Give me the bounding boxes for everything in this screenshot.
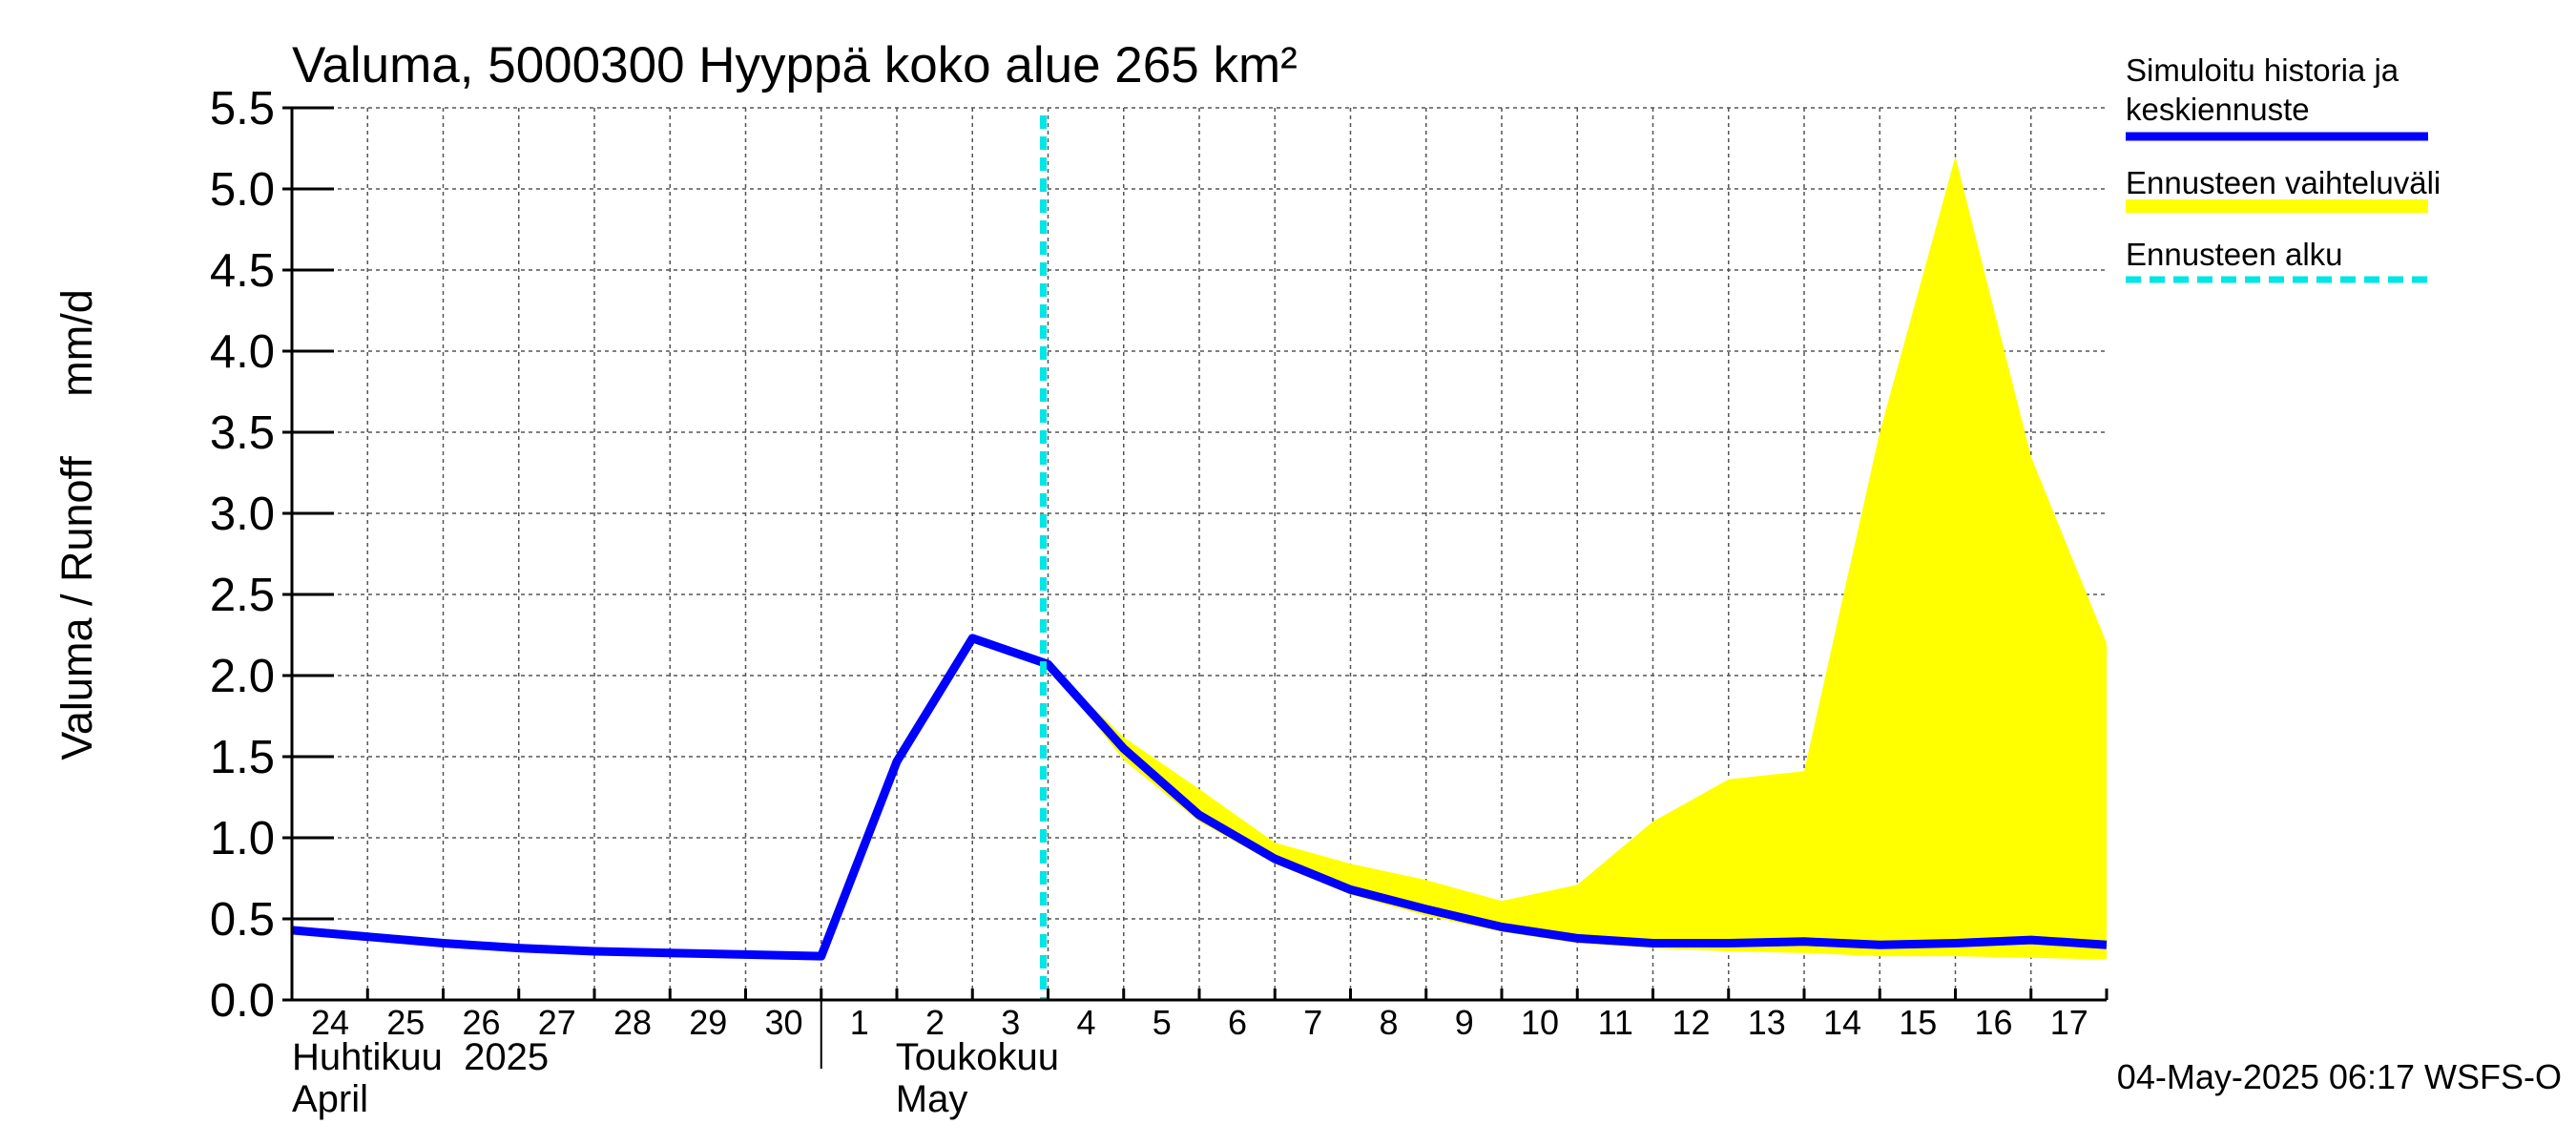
x-day-label: 9 xyxy=(1455,1003,1474,1042)
x-day-label: 30 xyxy=(764,1003,802,1042)
x-day-label: 13 xyxy=(1748,1003,1786,1042)
y-tick-label: 4.0 xyxy=(210,326,275,378)
x-day-label: 6 xyxy=(1228,1003,1247,1042)
x-day-label: 25 xyxy=(386,1003,425,1042)
y-tick-label: 5.5 xyxy=(210,83,275,135)
y-tick-label: 0.5 xyxy=(210,894,275,946)
legend-label: Ennusteen alku xyxy=(2126,237,2343,272)
footer-timestamp: 04-May-2025 06:17 WSFS-O xyxy=(2117,1057,2562,1096)
x-day-label: 12 xyxy=(1672,1003,1710,1042)
y-tick-label: 2.5 xyxy=(210,570,275,621)
month-label-en: May xyxy=(896,1078,968,1120)
y-tick-label: 5.0 xyxy=(210,164,275,216)
x-day-label: 8 xyxy=(1379,1003,1398,1042)
x-day-label: 26 xyxy=(462,1003,500,1042)
x-day-label: 29 xyxy=(689,1003,727,1042)
x-day-label: 11 xyxy=(1598,1003,1633,1042)
y-tick-label: 4.5 xyxy=(210,245,275,297)
x-day-label: 17 xyxy=(2050,1003,2088,1042)
y-tick-label: 1.5 xyxy=(210,732,275,783)
forecast-range-area xyxy=(1048,156,2107,960)
x-day-label: 14 xyxy=(1823,1003,1861,1042)
chart-title: Valuma, 5000300 Hyyppä koko alue 265 km² xyxy=(292,37,1298,94)
runoff-series xyxy=(291,634,2108,961)
month-label-fi: Huhtikuu 2025 xyxy=(292,1036,549,1078)
x-day-label: 27 xyxy=(538,1003,576,1042)
x-day-label: 7 xyxy=(1303,1003,1322,1042)
x-day-label: 3 xyxy=(1001,1003,1020,1042)
x-day-label: 2 xyxy=(925,1003,945,1042)
x-day-label: 5 xyxy=(1153,1003,1172,1042)
month-label-en: April xyxy=(292,1078,368,1120)
x-day-label: 10 xyxy=(1521,1003,1559,1042)
forecast-range-band xyxy=(1048,156,2107,960)
x-day-label: 15 xyxy=(1899,1003,1937,1042)
y-axis-label: Valuma / Runoff mm/d xyxy=(52,289,101,760)
y-tick-label: 3.5 xyxy=(210,407,275,459)
x-day-label: 28 xyxy=(613,1003,652,1042)
legend-label: Ennusteen vaihteluväli xyxy=(2126,165,2441,200)
y-tick-label: 0.0 xyxy=(210,975,275,1027)
y-tick-label: 3.0 xyxy=(210,489,275,540)
x-day-label: 4 xyxy=(1076,1003,1095,1042)
x-day-label: 1 xyxy=(850,1003,869,1042)
y-axis-ticks: 0.0 0.5 1.0 1.5 2.0 2.5 3.0 3.5 4.0 4.5 5.0 5.5 xyxy=(210,83,334,1027)
legend-label-line2: keskiennuste xyxy=(2126,92,2310,127)
month-label-fi: Toukokuu xyxy=(896,1036,1059,1078)
x-day-label: 16 xyxy=(1974,1003,2012,1042)
x-axis-ticks: 24 25 26 27 28 29 30 1 2 3 4 5 6 7 8 9 10 11 12 13 14 15 16 17 xyxy=(290,989,2109,1042)
y-tick-label: 2.0 xyxy=(210,651,275,702)
x-day-label: 24 xyxy=(311,1003,349,1042)
legend: Simuloitu historia ja keskiennuste Ennuste… xyxy=(2126,52,2441,283)
legend-label: Simuloitu historia ja xyxy=(2126,52,2399,88)
y-tick-label: 1.0 xyxy=(210,813,275,864)
